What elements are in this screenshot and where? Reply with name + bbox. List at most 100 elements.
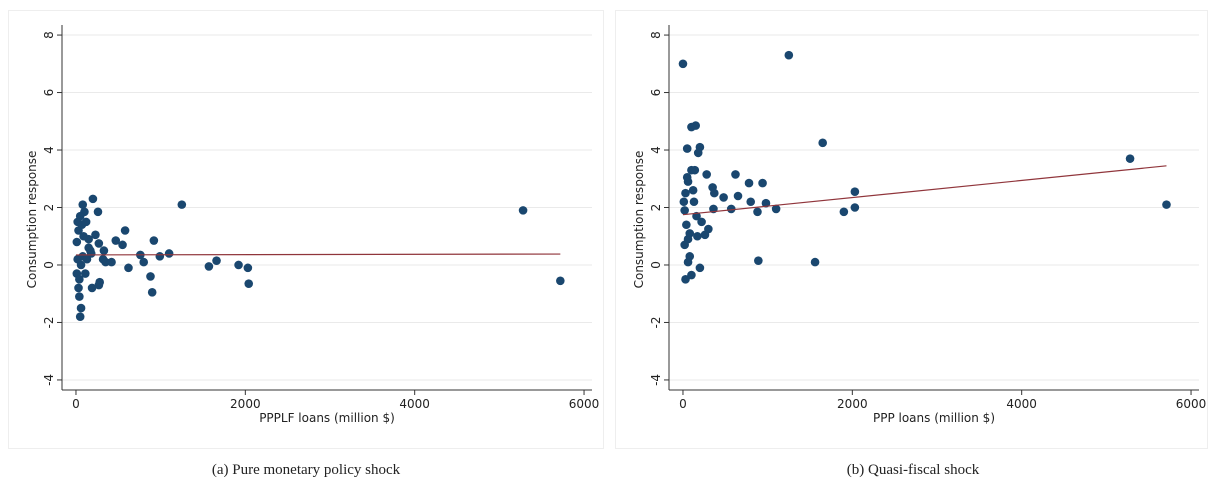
point [99,246,109,255]
y-tick-label: 2 [42,204,56,212]
x-tick-label: 2000 [837,397,868,411]
fit-line [682,165,1167,216]
point [687,165,696,175]
point [518,206,528,215]
panel-frame [615,10,1208,449]
x-tick-label: 4000 [399,397,430,411]
point [731,170,740,179]
y-tick-label: -2 [42,316,56,328]
point [78,200,88,209]
point [107,257,116,267]
point [75,312,85,322]
point [682,173,692,182]
point [693,148,703,158]
y-axis-label: Consumption response [632,151,646,289]
point [700,230,710,240]
point [758,178,767,188]
point [689,197,699,207]
x-tick-label: 6000 [1176,397,1207,411]
x-axis-label: PPPLF loans (million $) [259,411,395,425]
point [79,231,88,241]
point [98,254,108,264]
point [87,283,97,293]
point [177,200,187,209]
y-tick-label: 8 [42,31,56,39]
y-tick-label: 0 [649,261,663,269]
point [733,191,743,201]
x-tick-label: 4000 [1006,397,1037,411]
point [771,204,781,214]
point [155,252,165,261]
y-tick-label: -2 [649,316,663,328]
point [146,272,155,281]
point [687,270,696,280]
point [754,256,763,265]
point [88,194,98,204]
point [147,287,157,297]
point [702,170,711,179]
point [744,178,754,188]
point [680,206,689,215]
point [94,239,104,248]
point [681,275,690,284]
point [72,237,82,247]
point [697,217,706,227]
point [139,257,149,267]
x-tick-label: 6000 [569,397,600,411]
point [80,269,90,278]
point [850,187,860,196]
point [746,197,756,207]
point [111,236,121,245]
caption: (a) Pure monetary policy shock [212,462,401,478]
point [164,249,174,258]
point [91,230,100,240]
point [212,256,221,265]
point [234,260,243,270]
point [681,188,690,198]
point [682,144,692,153]
point [685,229,695,238]
y-tick-label: 0 [42,261,56,269]
y-axis-label: Consumption response [25,151,39,289]
y-tick-label: 4 [42,146,56,154]
y-tick-label: -4 [42,374,56,386]
point [726,204,736,214]
point [556,276,565,286]
point [118,240,127,250]
x-tick-label: 0 [679,397,687,411]
point [695,263,705,273]
point [94,280,104,290]
point [204,262,214,271]
point [708,183,717,192]
point [784,50,794,60]
point [93,207,103,217]
caption: (b) Quasi-fiscal shock [847,462,980,478]
point [680,240,689,250]
point [761,198,771,208]
y-tick-label: 6 [649,89,663,97]
point [75,292,84,301]
point [1162,200,1171,209]
point [243,263,253,273]
point [1125,154,1135,163]
panel-frame [8,10,604,449]
point [124,263,133,273]
point [719,193,728,202]
point [678,59,688,69]
point [818,138,827,148]
point [753,207,762,217]
x-axis-label: PPP loans (million $) [873,411,995,425]
point [149,236,159,245]
point [693,231,702,241]
point [86,249,96,258]
point [850,203,860,212]
point [76,260,86,270]
point [679,197,689,207]
point [683,257,693,267]
point [75,275,84,284]
point [810,257,820,267]
point [120,226,130,235]
point [76,303,86,313]
fit-line [75,253,561,256]
